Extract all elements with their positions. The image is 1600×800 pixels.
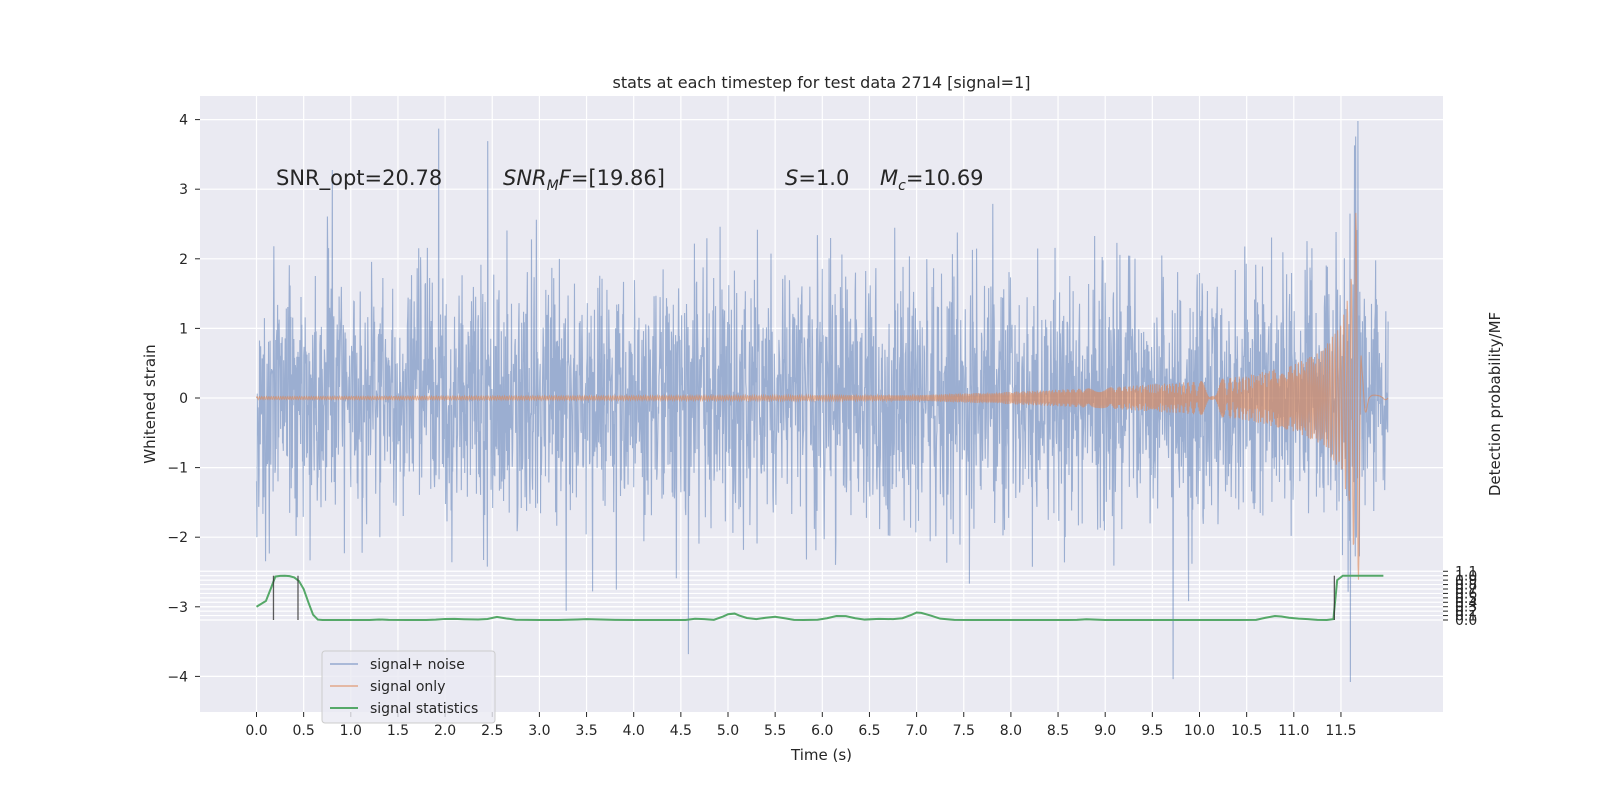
y-axis-right: 1.11.00.90.80.70.60.50.40.30.20.10.0 [1443, 564, 1477, 629]
x-tick-label-6: 3.0 [528, 723, 550, 739]
y-axis-label-right: Detection probability/MF [1486, 312, 1504, 496]
x-tick-label-14: 7.0 [905, 723, 927, 739]
yr-tick-label-6: 0.5 [1455, 591, 1477, 607]
signal-only-series [255, 212, 1389, 580]
chart-title: stats at each timestep for test data 271… [612, 73, 1030, 92]
noise-series [255, 120, 1389, 682]
x-tick-label-4: 2.0 [434, 723, 456, 739]
vertical-markers [272, 575, 1335, 620]
yl-tick-label-2: 2 [179, 252, 188, 268]
y-axis-label-left: Whitened strain [141, 344, 159, 463]
x-tick-label-11: 5.5 [764, 723, 786, 739]
legend: signal+ noise signal only signal statist… [321, 650, 496, 724]
legend-label-signal: signal only [370, 679, 445, 695]
x-tick-label-18: 9.0 [1094, 723, 1116, 739]
statistics-line [255, 574, 1384, 622]
x-tick-label-13: 6.5 [858, 723, 880, 739]
yr-tick-label-2: 0.9 [1455, 573, 1477, 589]
y-axis-left: 4 3 2 1 0 −1 −2 −3 −4 [167, 113, 200, 685]
x-tick-label-1: 0.5 [293, 723, 315, 739]
signal-trace [255, 212, 1389, 580]
yl-tick-label-3: 1 [179, 321, 188, 337]
yr-tick-label-4: 0.7 [1455, 582, 1477, 598]
legend-label-noise: signal+ noise [370, 657, 465, 673]
yl-tick-label-5: −1 [167, 461, 188, 477]
yr-tick-label-7: 0.4 [1455, 595, 1477, 611]
x-tick-label-20: 10.0 [1184, 723, 1215, 739]
x-axis-label: Time (s) [790, 746, 852, 764]
yr-tick-label-5: 0.6 [1455, 586, 1477, 602]
x-tick-label-9: 4.5 [670, 723, 692, 739]
annotation-mc: Mc=10.69 [880, 166, 984, 194]
x-tick-label-7: 3.5 [575, 723, 597, 739]
x-tick-label-23: 11.5 [1325, 723, 1356, 739]
legend-label-statistics: signal statistics [370, 701, 478, 717]
legend-box [321, 650, 496, 724]
yl-tick-label-7: −3 [167, 600, 188, 616]
yr-tick-label-0: 1.1 [1455, 564, 1477, 580]
yl-tick-label-1: 3 [179, 182, 188, 198]
x-tick-label-5: 2.5 [481, 723, 503, 739]
yl-tick-label-0: 4 [179, 113, 188, 129]
x-tick-label-16: 8.0 [1000, 723, 1022, 739]
yl-tick-label-8: −4 [167, 669, 188, 685]
x-tick-label-21: 10.5 [1231, 723, 1262, 739]
x-tick-label-19: 9.5 [1141, 723, 1163, 739]
x-tick-label-10: 5.0 [717, 723, 739, 739]
x-tick-label-17: 8.5 [1047, 723, 1069, 739]
yr-tick-label-9: 0.2 [1455, 604, 1477, 620]
yr-tick-label-8: 0.3 [1455, 600, 1477, 616]
yr-tick-label-10: 0.1 [1455, 609, 1477, 625]
x-tick-label-2: 1.0 [340, 723, 362, 739]
yl-tick-label-4: 0 [179, 391, 188, 407]
x-tick-label-0: 0.0 [245, 723, 267, 739]
x-tick-label-22: 11.0 [1278, 723, 1309, 739]
noise-trace [255, 120, 1389, 682]
x-tick-label-12: 6.0 [811, 723, 833, 739]
x-tick-label-8: 4.0 [623, 723, 645, 739]
annotation-snr-mf: SNRMF=[19.86] [503, 166, 665, 194]
x-tick-label-3: 1.5 [387, 723, 409, 739]
x-axis: 0.0 0.5 1.0 1.5 2.0 2.5 3.0 3.5 4.0 4.5 5.0 5.5 6.0 6… [245, 712, 1357, 739]
yr-tick-label-11: 0.0 [1455, 613, 1477, 629]
annotations: SNR_opt=20.78 SNRMF=[19.86] S=1.0 Mc=10.… [276, 166, 984, 194]
yr-tick-label-3: 0.8 [1455, 578, 1477, 594]
annotation-s: S=1.0 [785, 166, 849, 190]
yr-tick-label-1: 1.0 [1455, 569, 1477, 585]
annotation-snr-opt: SNR_opt=20.78 [276, 166, 442, 191]
yl-tick-label-6: −2 [167, 530, 188, 546]
statistics-series [255, 574, 1384, 622]
x-tick-label-15: 7.5 [953, 723, 975, 739]
